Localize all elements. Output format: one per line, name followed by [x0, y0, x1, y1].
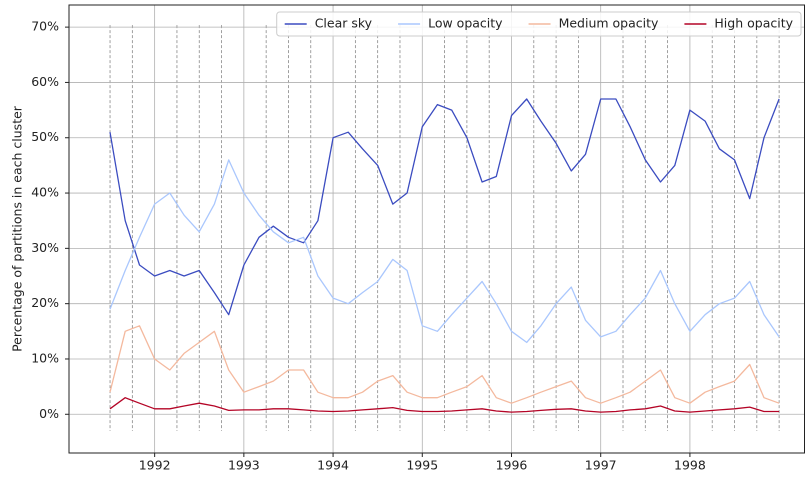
legend-label: Medium opacity [559, 16, 659, 31]
x-tick-label: 1993 [228, 458, 260, 473]
series-line [109, 98, 780, 316]
x-tick-label: 1997 [585, 458, 617, 473]
x-tick-label: 1996 [496, 458, 528, 473]
y-axis-label: Percentage of partitions in each cluster [10, 105, 25, 352]
series-line [109, 159, 780, 344]
series-line [109, 397, 780, 413]
x-tick-label: 1998 [674, 458, 706, 473]
y-tick-label: 10% [31, 350, 59, 365]
legend-label: High opacity [714, 16, 793, 31]
plot-frame [68, 4, 805, 454]
y-tick-label: 20% [31, 295, 59, 310]
y-tick-label: 70% [31, 19, 59, 34]
legend-label: Clear sky [315, 16, 373, 31]
series-line [109, 325, 780, 404]
x-tick-label: 1995 [406, 458, 438, 473]
legend-label: Low opacity [428, 16, 503, 31]
y-tick-label: 30% [31, 240, 59, 255]
y-tick-label: 40% [31, 185, 59, 200]
x-tick-label: 1992 [139, 458, 171, 473]
x-tick-label: 1994 [317, 458, 349, 473]
y-tick-label: 60% [31, 74, 59, 89]
y-tick-label: 0% [39, 406, 59, 421]
legend: Clear sky Low opacity Medium opacity High o… [276, 11, 802, 37]
y-tick-label: 50% [31, 129, 59, 144]
